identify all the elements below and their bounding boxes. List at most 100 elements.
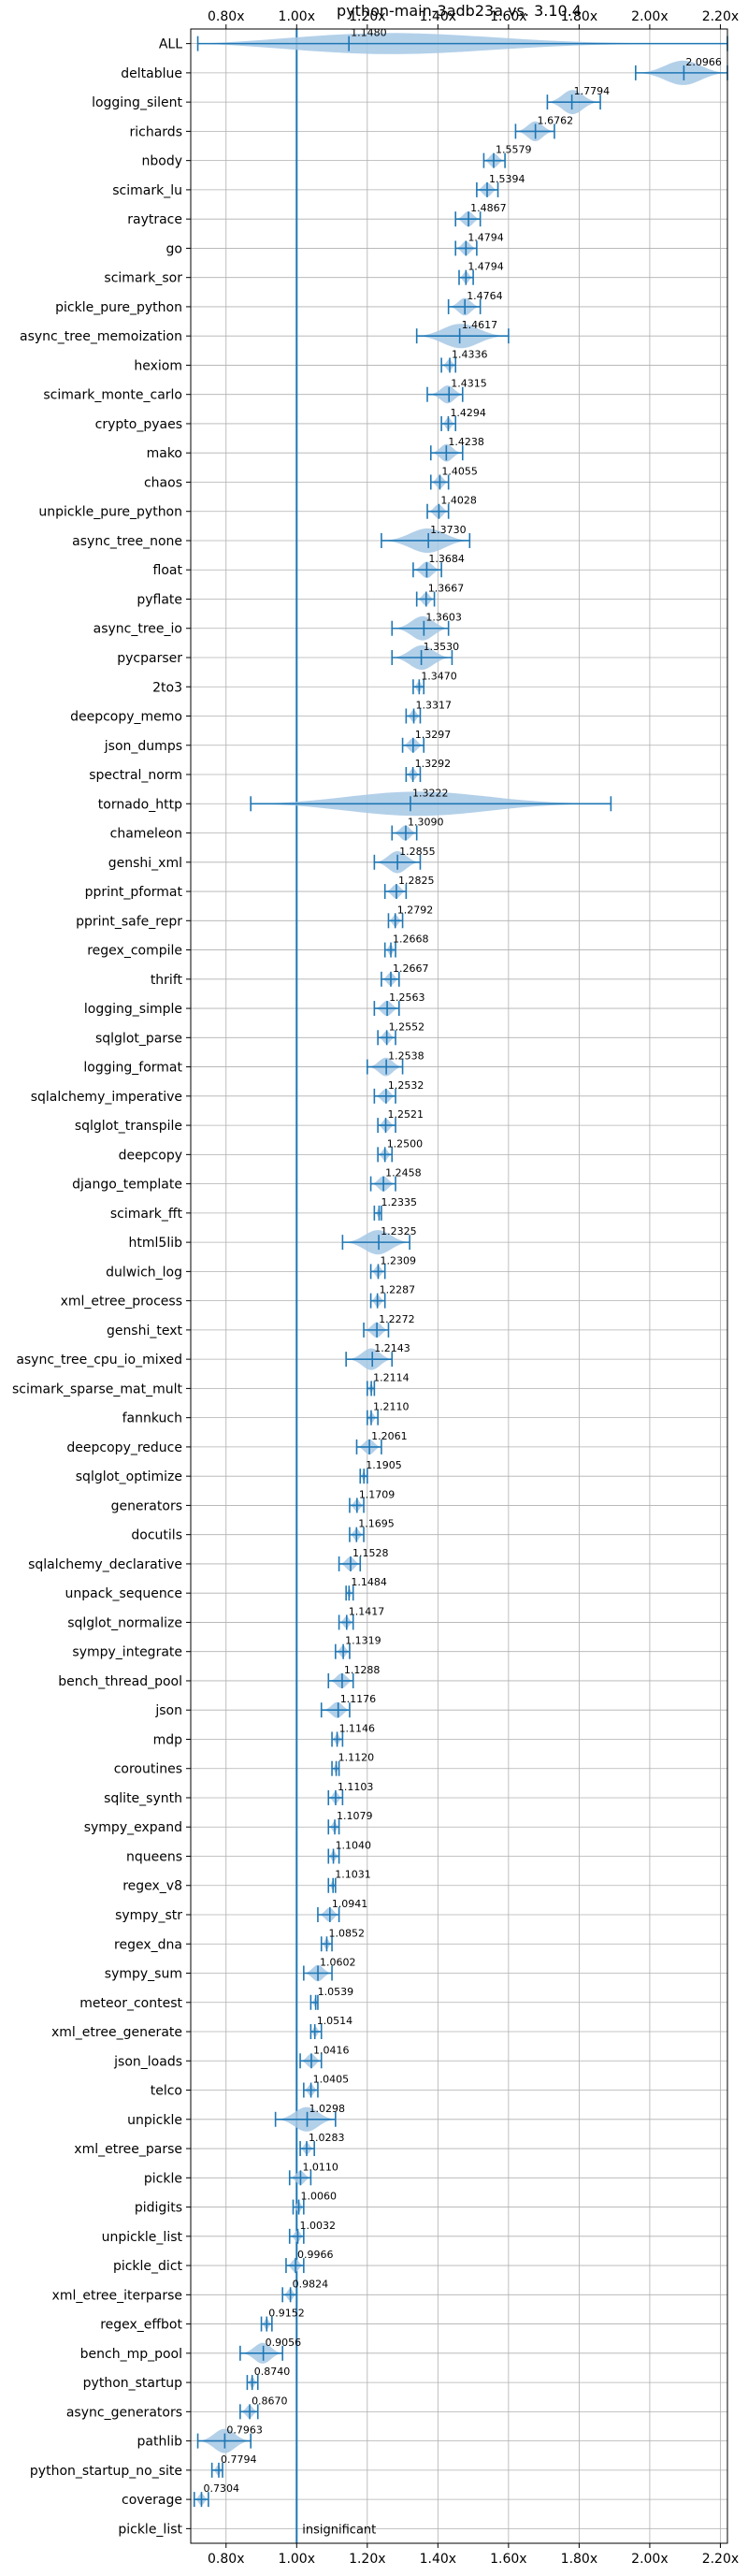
value-label: 1.3090 [408,817,444,829]
benchmark-label: scimark_monte_carlo [43,388,182,403]
value-label: 1.3292 [415,758,452,770]
x-tick-label-bottom: 1.80x [561,2552,597,2567]
value-label: 1.2563 [389,991,425,1004]
value-label: 1.0941 [332,1898,368,1910]
value-label: 1.2667 [393,962,429,975]
benchmark-label: scimark_fft [110,1207,183,1222]
value-label: 1.3603 [425,612,462,624]
value-label: 1.7794 [574,85,611,97]
value-label: 1.2110 [373,1401,410,1413]
benchmark-label: deepcopy [119,1148,182,1163]
benchmark-label: sympy_str [115,1908,182,1923]
benchmark-label: django_template [72,1178,182,1193]
benchmark-label: logging_format [83,1061,182,1076]
x-tick-label-top: 0.80x [208,9,244,24]
value-label: 1.2272 [379,1313,415,1325]
x-tick-label-top: 2.00x [631,9,668,24]
value-label: 1.0514 [317,2015,353,2027]
value-label: 1.6762 [538,114,574,126]
value-label: 1.0032 [299,2220,336,2232]
value-label: 1.2325 [381,1225,417,1237]
grid-lines [191,29,727,2543]
benchmark-label: dulwich_log [106,1265,182,1280]
benchmark-label: deepcopy_memo [70,710,182,725]
x-tick-label-bottom: 1.40x [420,2552,456,2567]
value-label: 1.0110 [302,2161,338,2173]
value-label: 1.2458 [385,1167,422,1179]
benchmark-label: regex_effbot [100,2318,182,2333]
value-label: 1.2521 [387,1108,424,1121]
benchmark-label: sympy_expand [84,1820,182,1835]
value-label: 1.3222 [412,787,449,799]
value-label: 1.4238 [448,436,483,448]
value-label: 1.1031 [335,1869,371,1881]
benchmark-label: hexiom [134,358,182,373]
value-label: 1.1079 [337,1810,373,1822]
benchmark-label: sqlglot_optimize [76,1469,182,1484]
benchmark-label: unpickle [127,2113,182,2128]
value-label: 0.7963 [226,2424,262,2437]
value-label: 1.1417 [349,1605,385,1617]
value-label: 1.2114 [373,1371,410,1383]
benchmark-label: mdp [153,1732,183,1747]
benchmark-label: async_tree_memoization [20,329,182,344]
insignificant-label: insignificant [302,2523,376,2537]
benchmark-label: sqlglot_transpile [75,1119,182,1134]
value-label: 1.4867 [470,202,507,214]
benchmark-label: crypto_pyaes [95,417,182,432]
benchmark-label: mako [147,446,182,461]
value-label: 1.2061 [371,1430,408,1442]
value-label: 0.9056 [266,2337,302,2349]
value-label: 1.2792 [397,904,434,916]
value-label: 1.1120 [338,1752,375,1764]
axis-layer: 0.80x 0.80x 1.00x 1.00x 1.20x 1.20x 1.40x 1.40x… [12,9,739,2567]
benchmark-label: float [153,563,183,578]
benchmark-label: python_startup_no_site [30,2464,182,2479]
value-label: 1.1695 [358,1518,395,1530]
value-label: 1.2500 [387,1137,424,1150]
value-label: 1.4336 [452,348,488,360]
value-label: 1.1146 [339,1722,376,1734]
benchmark-label: chameleon [110,827,182,842]
value-label: 1.0060 [301,2191,338,2203]
value-label: 1.2287 [380,1284,416,1296]
benchmark-label: pickle [144,2171,182,2186]
benchmark-label: pickle_pure_python [55,300,182,315]
benchmark-label: unpickle_pure_python [38,505,182,520]
plot-frame [190,28,728,2544]
benchmark-label: sqlalchemy_declarative [28,1557,182,1572]
benchmark-label: async_generators [66,2405,182,2420]
value-label: 1.1176 [340,1693,377,1705]
value-label: 0.9824 [293,2278,329,2290]
value-label: 0.9966 [297,2249,334,2261]
benchmark-label: 2to3 [152,680,182,695]
value-label: 1.2825 [398,875,435,887]
value-label: 0.7304 [203,2482,239,2495]
x-tick-label-top: 1.20x [349,9,385,24]
benchmark-label: coverage [122,2493,182,2508]
benchmark-label: fannkuch [122,1411,182,1426]
benchmark-label: python_startup [83,2376,182,2391]
x-tick-label-top: 1.80x [561,9,597,24]
benchmark-label: regex_compile [87,944,182,959]
value-label: 1.3684 [428,553,465,565]
benchmark-label: spectral_norm [89,768,182,783]
x-tick-label-bottom: 0.80x [208,2552,244,2567]
value-label: 1.1905 [366,1459,402,1471]
benchmark-label: pathlib [137,2435,183,2450]
benchmark-label: bench_mp_pool [80,2347,182,2362]
value-label: 1.0539 [318,1986,354,1998]
benchmark-label: nqueens [126,1849,182,1864]
benchmark-label: raytrace [127,212,182,227]
benchmark-label: telco [151,2084,182,2099]
value-label: 1.1480 [351,27,387,39]
benchmark-label: sympy_sum [105,1967,182,1982]
x-tick-label-bottom: 1.60x [490,2552,526,2567]
value-label: 1.3317 [416,700,453,712]
value-label: 1.3730 [430,524,467,536]
benchmark-label: scimark_lu [112,183,182,198]
value-label: 1.4794 [468,261,504,273]
benchmark-label: sqlalchemy_imperative [31,1090,182,1105]
